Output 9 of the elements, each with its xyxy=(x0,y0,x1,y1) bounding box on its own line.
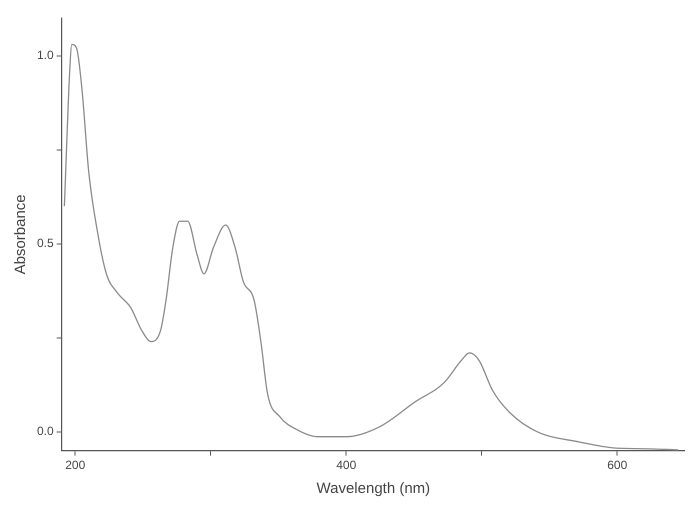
line-series xyxy=(64,44,679,450)
x-tick-label: 200 xyxy=(65,458,86,472)
y-tick-label: 0.5 xyxy=(36,236,54,250)
x-axis-title: Wavelength (nm) xyxy=(316,480,430,498)
x-tick-label: 400 xyxy=(336,458,357,472)
y-tick-label: 1.0 xyxy=(36,48,54,62)
y-axis-title: Absorbance xyxy=(12,194,30,274)
y-tick-label: 0.0 xyxy=(36,424,54,438)
x-tick-label: 600 xyxy=(607,458,628,472)
